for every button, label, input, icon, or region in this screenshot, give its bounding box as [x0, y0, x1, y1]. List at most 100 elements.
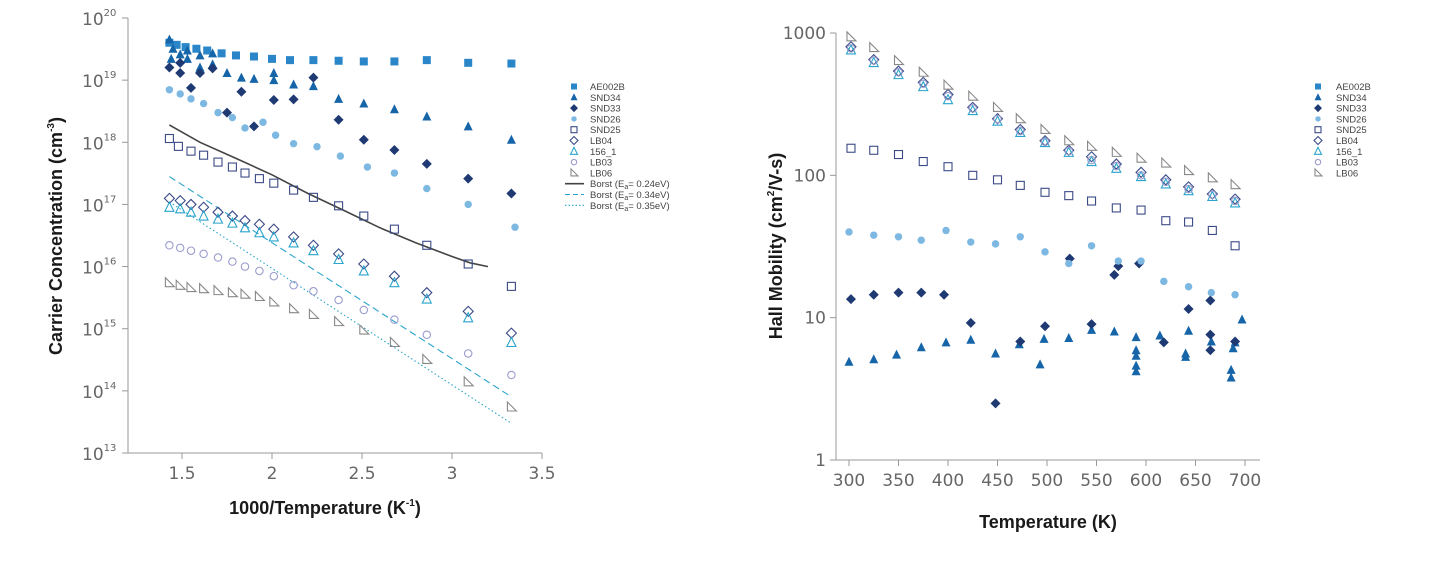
data-point	[195, 62, 205, 72]
data-point	[1111, 146, 1123, 157]
data-point	[334, 201, 344, 211]
data-point	[1161, 156, 1173, 168]
data-point	[992, 101, 1004, 112]
data-point	[506, 400, 518, 412]
data-point	[1110, 162, 1122, 173]
data-point	[1155, 330, 1165, 340]
data-point	[334, 56, 343, 65]
data-point	[968, 170, 978, 180]
data-point	[226, 210, 239, 222]
data-point	[203, 46, 212, 55]
legend-label: SND25	[1336, 125, 1367, 136]
x-tick-label: 2.5	[348, 464, 375, 484]
data-point	[462, 305, 474, 318]
data-point	[845, 228, 853, 236]
data-point	[1064, 191, 1074, 201]
data-point	[359, 98, 369, 108]
data-point	[268, 223, 280, 235]
data-point	[968, 104, 977, 113]
model-line	[169, 176, 512, 398]
data-point	[389, 276, 400, 288]
data-point	[240, 262, 250, 271]
data-point	[918, 65, 930, 77]
x-tick-label: 2	[267, 464, 278, 484]
legend-marker	[1315, 83, 1321, 90]
data-point	[239, 214, 251, 227]
data-point	[1131, 350, 1141, 360]
data-point	[1160, 174, 1172, 186]
data-point	[308, 81, 318, 91]
data-point	[313, 142, 321, 151]
x-tick-label: 550	[1080, 471, 1112, 491]
x-tick-label: 350	[882, 471, 914, 491]
data-point	[939, 289, 950, 300]
data-point	[421, 158, 432, 169]
y-tick-label: 1016	[82, 257, 116, 279]
data-point	[222, 68, 232, 78]
data-point	[389, 224, 399, 234]
data-point	[845, 294, 856, 305]
data-point	[288, 236, 299, 248]
data-point	[893, 287, 904, 298]
data-point	[268, 54, 276, 63]
data-point	[333, 253, 344, 265]
legend-label: LB04	[1336, 136, 1358, 147]
data-point	[168, 43, 178, 53]
data-point	[269, 295, 281, 307]
data-point	[1016, 233, 1024, 241]
data-point	[1064, 332, 1074, 342]
data-point	[287, 231, 300, 243]
data-point	[1136, 151, 1148, 163]
y-tick-label: 1019	[82, 70, 116, 92]
data-point	[1087, 196, 1097, 206]
legend-right: AE002BSND34SND33SND26SND25LB04156_1LB03L…	[1313, 82, 1371, 179]
data-point	[333, 114, 344, 125]
data-point	[212, 212, 224, 224]
data-point	[1206, 190, 1218, 202]
data-point	[213, 157, 223, 167]
data-point	[1206, 336, 1216, 346]
data-point	[166, 53, 176, 63]
data-point	[1114, 257, 1122, 265]
model-line	[169, 124, 489, 268]
data-point	[892, 349, 902, 359]
data-point	[308, 192, 318, 202]
data-point	[363, 163, 372, 171]
data-point	[1231, 290, 1239, 299]
data-point	[846, 143, 856, 153]
data-point	[1039, 136, 1051, 148]
data-point	[165, 241, 174, 250]
data-point	[186, 82, 196, 93]
data-point	[894, 233, 903, 241]
data-point	[869, 145, 879, 155]
data-point	[334, 93, 344, 103]
data-point	[1228, 343, 1238, 353]
legend-label: SND34	[1336, 93, 1367, 104]
data-point	[869, 56, 878, 65]
data-point	[175, 68, 186, 79]
data-point	[506, 134, 516, 144]
data-point	[359, 305, 369, 315]
data-point	[213, 253, 223, 262]
data-point	[991, 240, 1000, 248]
legend-marker	[571, 83, 577, 90]
data-point	[239, 221, 251, 233]
legend-marker	[570, 126, 578, 134]
data-point	[1064, 146, 1074, 156]
data-point	[1040, 123, 1052, 135]
data-point	[506, 336, 517, 348]
data-point	[943, 78, 955, 90]
data-point	[511, 223, 519, 231]
data-point	[268, 230, 280, 242]
data-point	[844, 356, 854, 366]
data-point	[870, 231, 878, 239]
data-point	[990, 398, 1001, 409]
data-point	[1110, 158, 1123, 170]
data-point	[1087, 242, 1096, 250]
data-point	[174, 194, 186, 207]
y-tick-label: 100	[794, 166, 826, 186]
data-point	[390, 57, 399, 66]
data-point	[1136, 205, 1146, 215]
data-point	[1035, 359, 1045, 369]
data-point	[174, 202, 186, 214]
